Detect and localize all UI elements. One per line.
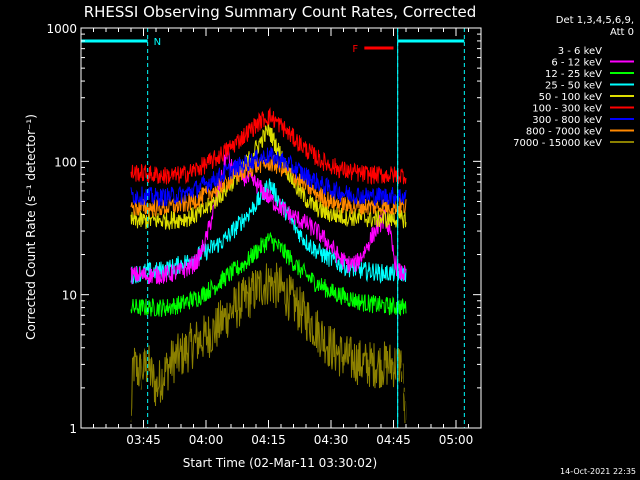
flare-label: F xyxy=(352,44,358,55)
x-tick-label-6: 05:00 xyxy=(439,433,474,447)
legend-label-9: 7000 - 15000 keV xyxy=(513,138,602,149)
series-2-line xyxy=(130,149,407,285)
legend-label-2: 6 - 12 keV xyxy=(551,58,602,69)
y-tick-label-3: 100 xyxy=(54,155,77,169)
y-tick-label-2: 10 xyxy=(62,289,77,303)
legend-header-1: Det 1,3,4,5,6,9, xyxy=(556,15,634,26)
legend-label-1: 3 - 6 keV xyxy=(558,46,602,57)
y-axis-label: Corrected Count Rate (s⁻¹ detector⁻¹) xyxy=(24,114,38,340)
legend-label-7: 300 - 800 keV xyxy=(532,115,602,126)
axis-layer: 03:45 04:00 04:15 04:30 04:45 05:00 1 10 100 1000 xyxy=(46,22,482,447)
x-tick-label-5: 04:45 xyxy=(376,433,411,447)
y-tick-label-1: 1 xyxy=(69,422,77,436)
legend-header-2: Att 0 xyxy=(610,27,634,38)
datestamp: 14-Oct-2021 22:35 xyxy=(560,467,636,476)
x-tick-label-4: 04:30 xyxy=(314,433,349,447)
y-tick-label-4: 1000 xyxy=(46,22,77,36)
series-6-line xyxy=(130,106,407,186)
x-tick-label-2: 04:00 xyxy=(189,433,224,447)
chart-title: RHESSI Observing Summary Count Rates, Co… xyxy=(84,3,477,21)
night-label: N xyxy=(154,37,161,48)
legend-label-5: 50 - 100 keV xyxy=(539,92,603,103)
x-tick-label-1: 03:45 xyxy=(126,433,161,447)
legend-label-6: 100 - 300 keV xyxy=(532,104,602,115)
series-7-line xyxy=(130,147,407,207)
legend-label-3: 12 - 25 keV xyxy=(545,69,602,80)
legend-label-4: 25 - 50 keV xyxy=(545,81,602,92)
legend-label-8: 800 - 7000 keV xyxy=(526,127,602,138)
series-3-line xyxy=(130,231,407,317)
x-axis-label: Start Time (02-Mar-11 03:30:02) xyxy=(183,456,377,470)
x-tick-label-3: 04:15 xyxy=(251,433,286,447)
series-layer xyxy=(130,106,407,429)
series-9-line xyxy=(130,262,407,424)
